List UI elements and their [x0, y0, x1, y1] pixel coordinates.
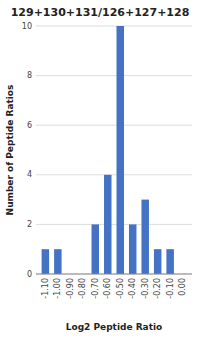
x-tick-label: -0.10 [166, 278, 175, 299]
x-tick-label: -0.60 [103, 278, 112, 299]
grid-line [36, 224, 192, 225]
y-tick-label: 2 [27, 220, 32, 229]
x-tick-label: -0.80 [78, 278, 87, 299]
title: 129+130+131/126+127+128 [11, 6, 190, 19]
bars [42, 26, 174, 274]
x-tick-label: -0.90 [66, 278, 75, 299]
bar [92, 224, 99, 274]
y-tick-label: 6 [27, 121, 32, 130]
x-tick-label: -1.00 [53, 278, 62, 299]
grid-line [36, 125, 192, 126]
bar [116, 26, 123, 274]
y-axis-label: Number of Peptide Ratios [5, 85, 15, 216]
grid-line [36, 75, 192, 76]
y-tick-label: 4 [27, 170, 32, 179]
bar [141, 200, 148, 274]
x-tick-label: 0.00 [178, 278, 187, 296]
x-tick-label: -1.10 [41, 278, 50, 299]
grid-line [36, 274, 192, 275]
grid-line [36, 174, 192, 175]
x-axis-line [36, 274, 192, 275]
y-tick-label: 8 [27, 71, 32, 80]
y-grid [36, 26, 192, 274]
bar [42, 249, 49, 274]
chart: 0 2 4 6 8 10 -1.10-1.00 -0.90-0.80 -0.70-0.60 -0.… [0, 0, 200, 338]
x-tick-label: -0.70 [91, 278, 100, 299]
bar [54, 249, 61, 274]
bar [129, 224, 136, 274]
x-tick-label: -0.30 [141, 278, 150, 299]
bar [166, 249, 173, 274]
x-axis-label: Log2 Peptide Ratio [66, 322, 163, 332]
x-tick-label: -0.40 [128, 278, 137, 299]
x-tick-label: -0.20 [153, 278, 162, 299]
y-tick-label: 0 [27, 270, 32, 279]
bar [154, 249, 161, 274]
grid-line [36, 26, 192, 27]
bar [104, 175, 111, 274]
x-tick-label: -0.50 [116, 278, 125, 299]
y-tick-label: 10 [22, 22, 32, 31]
